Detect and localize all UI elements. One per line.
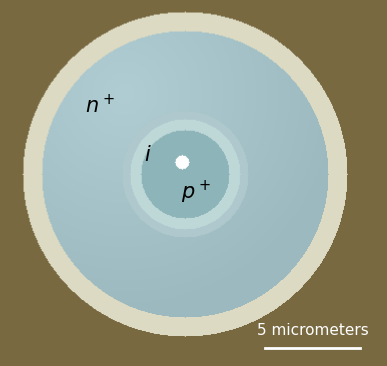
- Text: $\mathit{n}^+$: $\mathit{n}^+$: [85, 93, 115, 117]
- Text: $\mathit{i}$: $\mathit{i}$: [144, 145, 152, 165]
- Text: 5 micrometers: 5 micrometers: [257, 323, 368, 338]
- Text: $\mathit{p}^+$: $\mathit{p}^+$: [181, 178, 211, 206]
